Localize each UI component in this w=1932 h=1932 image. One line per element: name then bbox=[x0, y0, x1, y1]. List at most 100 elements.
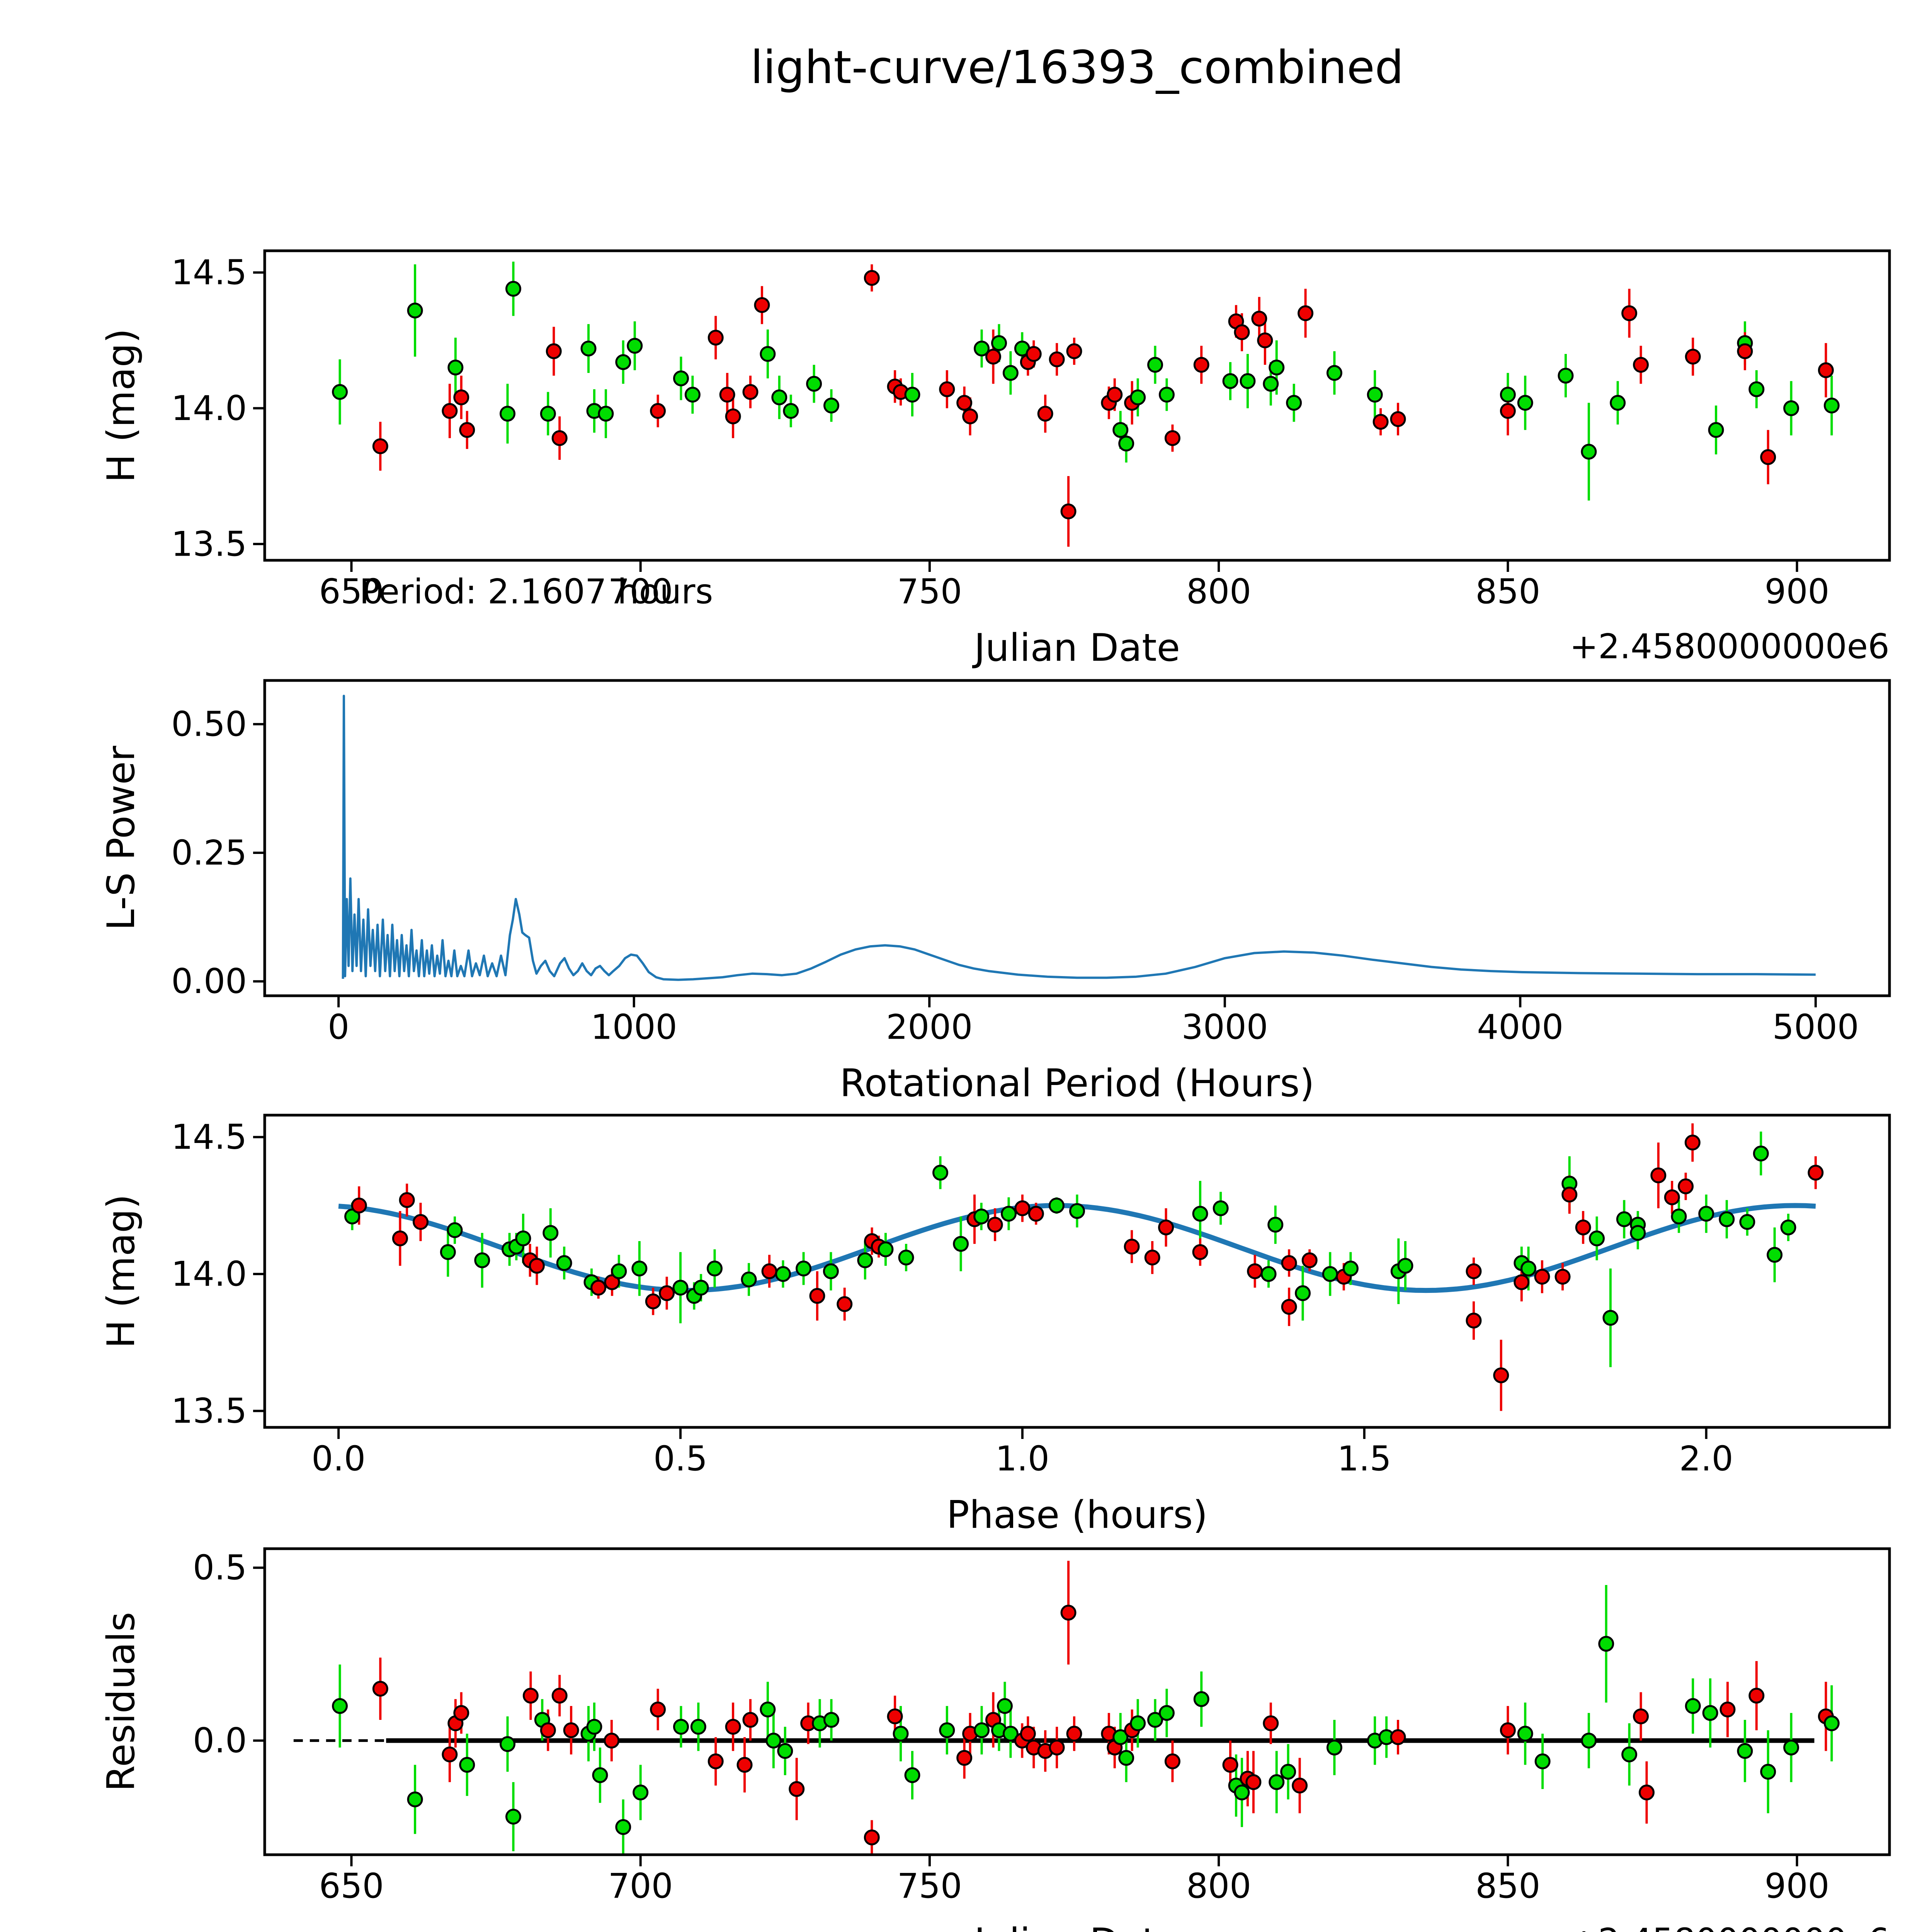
data-point-green bbox=[1517, 1726, 1533, 1742]
data-point-red bbox=[809, 1288, 825, 1304]
data-point-red bbox=[789, 1781, 805, 1797]
x-axis-label: Julian Date bbox=[972, 626, 1180, 670]
data-point-red bbox=[1251, 311, 1267, 327]
data-point-red bbox=[453, 389, 469, 405]
data-point-green bbox=[1581, 444, 1597, 460]
data-point-red bbox=[742, 384, 759, 400]
x-tick-label: 2.0 bbox=[1679, 1439, 1733, 1479]
data-point-red bbox=[1049, 1740, 1065, 1756]
x-tick-label: 700 bbox=[608, 572, 673, 612]
data-point-green bbox=[1610, 395, 1626, 411]
y-tick-label: 13.5 bbox=[171, 1391, 247, 1431]
data-point-green bbox=[1616, 1211, 1632, 1227]
data-point-red bbox=[551, 1687, 568, 1704]
data-point-green bbox=[540, 406, 556, 422]
data-point-red bbox=[1060, 503, 1077, 520]
y-axis-label: H (mag) bbox=[99, 1194, 143, 1348]
data-point-red bbox=[563, 1722, 579, 1738]
x-tick-label: 850 bbox=[1475, 572, 1540, 612]
data-point-red bbox=[1633, 1708, 1649, 1725]
data-point-red bbox=[645, 1293, 661, 1310]
data-point-red bbox=[604, 1274, 620, 1290]
data-point-red bbox=[1650, 1167, 1667, 1184]
data-point-red bbox=[725, 1719, 741, 1735]
data-point-red bbox=[1028, 1206, 1044, 1222]
data-point-red bbox=[351, 1197, 367, 1214]
data-point-red bbox=[529, 1258, 545, 1274]
data-point-red bbox=[546, 343, 562, 359]
data-point-red bbox=[1026, 346, 1042, 362]
data-point-red bbox=[1760, 449, 1776, 465]
data-point-green bbox=[893, 1726, 909, 1742]
data-point-red bbox=[1621, 305, 1638, 321]
data-point-green bbox=[1823, 398, 1840, 413]
data-point-green bbox=[973, 1208, 990, 1225]
data-point-red bbox=[1158, 1219, 1174, 1236]
subplot-ls-periodogram: 0 1000 2000 3000 4000 5000 0.00 0.25 0.50 Rotatio… bbox=[99, 679, 1891, 1105]
data-point-red bbox=[1298, 305, 1314, 321]
data-point-green bbox=[974, 340, 990, 357]
data-point-red bbox=[1060, 1605, 1077, 1621]
data-point-green bbox=[1823, 1715, 1840, 1731]
data-point-green bbox=[1708, 422, 1724, 438]
x-tick-label: 1.5 bbox=[1337, 1439, 1391, 1479]
data-point-green bbox=[953, 1236, 969, 1252]
data-point-green bbox=[1671, 1208, 1687, 1225]
data-point-green bbox=[1760, 1764, 1776, 1780]
data-point-green bbox=[1739, 1214, 1755, 1230]
data-point-green bbox=[1780, 1219, 1796, 1236]
x-tick-label: 1000 bbox=[591, 1007, 677, 1047]
y-tick-label: 14.5 bbox=[171, 1117, 247, 1157]
data-point-red bbox=[725, 408, 741, 425]
data-point-red bbox=[399, 1192, 415, 1208]
data-point-green bbox=[974, 1722, 990, 1738]
data-point-red bbox=[1633, 357, 1649, 373]
data-point-green bbox=[1698, 1206, 1714, 1222]
axis-offset-text: +2.4580000000e6 bbox=[1570, 1921, 1889, 1932]
data-point-red bbox=[1124, 1238, 1140, 1255]
data-point-red bbox=[453, 1705, 469, 1721]
data-point-green bbox=[1767, 1247, 1783, 1263]
y-tick-label: 0.0 bbox=[193, 1721, 247, 1760]
data-points bbox=[332, 270, 1840, 520]
data-point-red bbox=[1372, 414, 1389, 430]
data-point-green bbox=[505, 1809, 521, 1825]
data-point-green bbox=[615, 1819, 631, 1835]
data-point-green bbox=[775, 1266, 791, 1282]
x-tick-label: 900 bbox=[1765, 572, 1830, 612]
data-point-green bbox=[1286, 395, 1302, 411]
data-point-green bbox=[505, 281, 521, 297]
data-point-green bbox=[1002, 365, 1019, 381]
x-tick-label: 750 bbox=[897, 572, 962, 612]
data-point-red bbox=[650, 403, 666, 419]
data-point-green bbox=[1280, 1764, 1296, 1780]
data-point-green bbox=[760, 1701, 776, 1718]
data-point-red bbox=[1390, 411, 1406, 427]
data-point-red bbox=[736, 1757, 753, 1773]
data-point-green bbox=[447, 1222, 463, 1238]
data-point-green bbox=[1002, 1726, 1019, 1742]
data-point-red bbox=[590, 1280, 607, 1296]
plot-content bbox=[342, 694, 1816, 981]
data-point-red bbox=[1500, 1722, 1516, 1738]
data-point-red bbox=[1292, 1777, 1308, 1794]
axes-frame bbox=[263, 679, 1891, 997]
data-point-red bbox=[1748, 1687, 1765, 1704]
data-point-green bbox=[898, 1250, 914, 1266]
data-point-green bbox=[771, 389, 787, 405]
data-point-red bbox=[719, 386, 735, 403]
data-point-red bbox=[887, 1708, 903, 1725]
data-point-red bbox=[1020, 1726, 1036, 1742]
data-point-red bbox=[1390, 1729, 1406, 1745]
data-point-green bbox=[1192, 1206, 1208, 1222]
x-tick-label: 3000 bbox=[1182, 1007, 1268, 1047]
error-bars bbox=[338, 1561, 1833, 1855]
data-point-green bbox=[1222, 373, 1238, 389]
data-point-red bbox=[837, 1296, 853, 1312]
data-point-red bbox=[985, 349, 1002, 365]
data-point-green bbox=[707, 1260, 723, 1277]
data-point-red bbox=[761, 1263, 777, 1279]
data-point-green bbox=[627, 338, 643, 354]
data-point-red bbox=[707, 1753, 724, 1769]
data-point-green bbox=[500, 1736, 516, 1752]
